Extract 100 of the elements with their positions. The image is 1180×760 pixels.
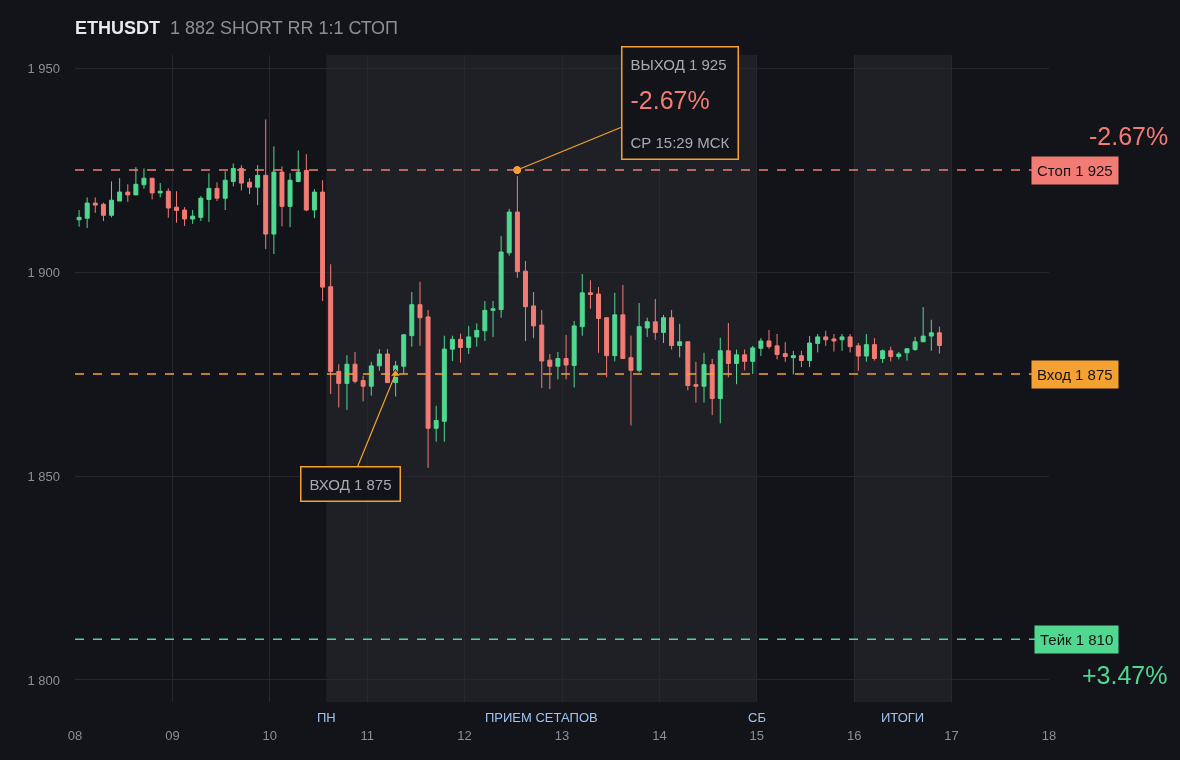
x-tick-label: 14 [652, 728, 667, 743]
candlestick [807, 335, 813, 368]
candlestick [384, 348, 390, 384]
candlestick [141, 167, 147, 190]
candlestick [539, 309, 545, 389]
candlestick [117, 177, 123, 202]
candlestick [547, 353, 553, 390]
candlestick [182, 206, 188, 227]
candlestick [360, 375, 366, 402]
candlestick [587, 279, 593, 310]
candlestick [912, 336, 918, 352]
x-tick-label: 11 [360, 728, 374, 743]
candlestick [506, 208, 512, 257]
candlestick [855, 342, 861, 372]
candlestick [888, 346, 894, 362]
text: ПН [317, 710, 336, 725]
candlestick [255, 164, 261, 206]
candlestick [742, 349, 748, 371]
candlestick [336, 363, 342, 408]
candlestick [214, 181, 220, 202]
text: +3.47% [1082, 661, 1168, 689]
ref-line-label: Стоп 1 925 [1037, 162, 1113, 179]
candlestick [425, 309, 431, 469]
y-tick-label: 1 950 [27, 60, 60, 76]
candlestick [417, 281, 423, 347]
candlestick [125, 183, 131, 203]
candlestick [758, 337, 764, 357]
candlestick [474, 322, 480, 348]
candlestick [344, 354, 350, 411]
candlestick [100, 202, 106, 222]
annotation: ВЫХОД 1 925 -2.67% СР 15:29 МСК [630, 55, 730, 151]
band-label: ИТОГИ [881, 710, 925, 725]
candlestick [823, 330, 829, 347]
candlestick [579, 273, 585, 337]
candlestick [433, 405, 439, 443]
candlestick [677, 323, 683, 358]
ref-line-label: Тейк 1 810 [1040, 631, 1114, 648]
candlestick [441, 335, 447, 443]
x-tick-label: 12 [457, 728, 472, 743]
candlestick [84, 196, 90, 229]
candlestick [782, 341, 788, 363]
annotation: ВХОД 1 875 [309, 475, 392, 493]
candlestick [311, 188, 317, 219]
candlestick [928, 319, 934, 352]
candlestick [790, 350, 796, 375]
candlestick [661, 314, 666, 344]
candlestick [76, 209, 82, 228]
candlestick [563, 334, 569, 380]
candlestick [149, 177, 155, 200]
candlestick [271, 145, 277, 255]
candlestick [750, 345, 756, 375]
candlestick [693, 361, 699, 404]
candlestick [701, 352, 707, 404]
candlestick [555, 351, 561, 380]
candlestick [636, 302, 642, 373]
candlestick [604, 317, 610, 378]
candlestick [247, 177, 253, 195]
candlestick [904, 348, 910, 362]
candlestick [190, 209, 196, 225]
candlestick [165, 187, 171, 219]
band-label: ПРИЕМ СЕТАПОВ [485, 710, 598, 725]
text: -2.67% [1089, 122, 1169, 150]
candlestick [571, 320, 577, 388]
candlestick [531, 291, 537, 339]
candlestick [133, 166, 139, 196]
candlestick [401, 333, 407, 375]
candlestick [287, 172, 293, 228]
candlestick [815, 333, 821, 353]
candlestick [352, 351, 358, 384]
candlestick [620, 284, 626, 360]
candlestick [409, 291, 415, 348]
candlestick [157, 182, 163, 198]
text: СБ [748, 710, 766, 725]
candlestick [709, 358, 715, 416]
candlestick [685, 341, 691, 391]
candlestick [596, 286, 602, 354]
candlestick [774, 333, 780, 360]
x-tick-label: 13 [554, 728, 570, 743]
candlestick [839, 333, 845, 352]
candlestick [725, 322, 731, 378]
y-tick-label: 1 850 [27, 468, 60, 484]
candlestick [92, 196, 98, 214]
candlestick [831, 333, 837, 353]
candlestick [222, 170, 228, 211]
candlestick [109, 180, 115, 218]
candlestick [490, 300, 496, 338]
candlestick [328, 263, 334, 395]
candlestick [628, 335, 634, 426]
y-tick-label: 1 900 [27, 264, 60, 280]
candlestick [320, 179, 326, 302]
candlestick [174, 190, 179, 224]
candlestick [669, 309, 675, 351]
candlestick [717, 337, 723, 424]
x-tick-label: 10 [262, 728, 278, 743]
candlestick [522, 260, 528, 342]
candlestick [644, 317, 650, 338]
y-tick-label: 1 800 [27, 672, 60, 688]
candlestick [198, 195, 204, 222]
x-tick-label: 09 [165, 728, 180, 743]
candlestick [206, 172, 212, 223]
